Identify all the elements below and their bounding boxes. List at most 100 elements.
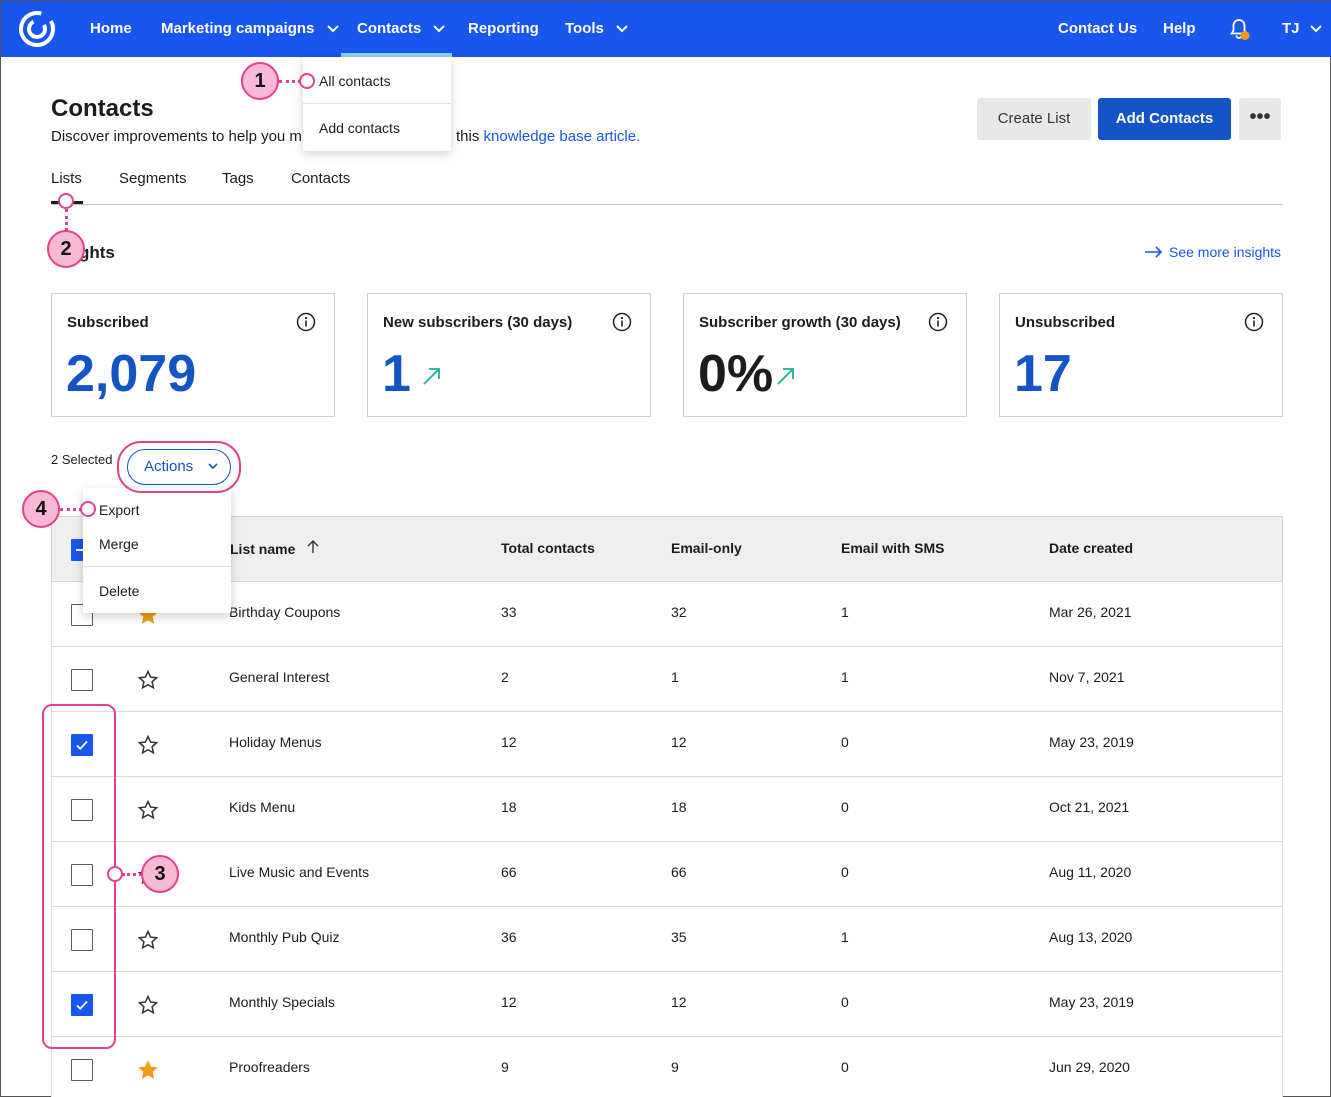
list-name[interactable]: Kids Menu bbox=[229, 799, 296, 815]
page-description-link-text: this knowledge base article. bbox=[456, 128, 641, 145]
email-with-sms-count: 0 bbox=[841, 1059, 849, 1075]
email-with-sms-count: 0 bbox=[841, 864, 849, 880]
list-name[interactable]: Live Music and Events bbox=[229, 864, 370, 880]
table-row[interactable]: Monthly Specials 12 12 0 May 23, 2019 bbox=[51, 972, 1283, 1037]
email-only-count: 35 bbox=[671, 929, 687, 945]
list-name[interactable]: Monthly Specials bbox=[229, 994, 335, 1010]
insights-heading: ghts bbox=[79, 243, 115, 262]
create-list-button[interactable]: Create List bbox=[977, 98, 1091, 140]
notification-bell-icon[interactable] bbox=[1227, 17, 1251, 41]
list-name[interactable]: Proofreaders bbox=[229, 1059, 310, 1075]
table-row[interactable]: Proofreaders 9 9 0 Jun 29, 2020 bbox=[51, 1037, 1283, 1097]
email-with-sms-count: 1 bbox=[841, 669, 849, 685]
list-name[interactable]: Birthday Coupons bbox=[229, 604, 341, 620]
callout-connector bbox=[279, 80, 301, 83]
table-row[interactable]: Birthday Coupons 33 32 1 Mar 26, 2021 bbox=[51, 582, 1283, 647]
star-outline-icon[interactable] bbox=[138, 670, 158, 690]
star-outline-icon[interactable] bbox=[138, 930, 158, 950]
info-icon[interactable] bbox=[1244, 312, 1264, 332]
chevron-down-icon bbox=[326, 25, 339, 33]
info-icon[interactable] bbox=[296, 312, 316, 332]
card-title: Subscriber growth (30 days) bbox=[699, 314, 901, 331]
chevron-down-icon bbox=[433, 25, 446, 33]
row-checkbox[interactable] bbox=[71, 799, 93, 821]
tab-contacts[interactable]: Contacts bbox=[291, 170, 351, 187]
knowledge-base-link[interactable]: knowledge base article. bbox=[483, 128, 641, 145]
row-checkbox[interactable] bbox=[71, 994, 93, 1016]
tab-segments[interactable]: Segments bbox=[119, 170, 187, 187]
actions-button[interactable]: Actions bbox=[127, 449, 231, 485]
menu-item-export[interactable]: Export bbox=[99, 502, 140, 518]
tabs-divider bbox=[51, 204, 1283, 205]
email-only-count: 66 bbox=[671, 864, 687, 880]
email-only-count: 12 bbox=[671, 734, 687, 750]
insight-card-new-subscribers: New subscribers (30 days) 1 bbox=[367, 293, 651, 417]
email-only-count: 18 bbox=[671, 799, 687, 815]
total-contacts: 12 bbox=[501, 994, 517, 1010]
row-checkbox[interactable] bbox=[71, 1059, 93, 1081]
selected-count: 2 Selected bbox=[51, 452, 113, 467]
callout-target-ring bbox=[107, 866, 123, 882]
total-contacts: 18 bbox=[501, 799, 517, 815]
insight-card-subscriber-growth: Subscriber growth (30 days) 0% bbox=[683, 293, 967, 417]
contacts-nav-dropdown: All contacts Add contacts bbox=[303, 57, 451, 151]
row-checkbox[interactable] bbox=[71, 864, 93, 886]
table-row[interactable]: Live Music and Events 66 66 0 Aug 11, 2020 bbox=[51, 842, 1283, 907]
table-row[interactable]: General Interest 2 1 1 Nov 7, 2021 bbox=[51, 647, 1283, 712]
tab-lists[interactable]: Lists bbox=[51, 170, 82, 187]
row-checkbox[interactable] bbox=[71, 929, 93, 951]
more-options-button[interactable]: ••• bbox=[1239, 98, 1281, 140]
total-contacts: 12 bbox=[501, 734, 517, 750]
menu-item-add-contacts[interactable]: Add contacts bbox=[319, 120, 400, 136]
star-outline-icon[interactable] bbox=[138, 995, 158, 1015]
nav-contact-us[interactable]: Contact Us bbox=[1058, 20, 1138, 37]
tab-tags[interactable]: Tags bbox=[222, 170, 254, 187]
info-icon[interactable] bbox=[612, 312, 632, 332]
list-name[interactable]: General Interest bbox=[229, 669, 330, 685]
nav-home[interactable]: Home bbox=[90, 20, 132, 37]
insight-card-unsubscribed: Unsubscribed 17 bbox=[999, 293, 1283, 417]
user-menu[interactable]: TJ bbox=[1282, 1, 1322, 57]
menu-item-merge[interactable]: Merge bbox=[99, 536, 139, 552]
info-icon[interactable] bbox=[928, 312, 948, 332]
table-row[interactable]: Kids Menu 18 18 0 Oct 21, 2021 bbox=[51, 777, 1283, 842]
chevron-down-icon bbox=[208, 463, 218, 470]
card-title: Subscribed bbox=[67, 314, 149, 331]
column-header-email-only[interactable]: Email-only bbox=[671, 540, 742, 556]
table-row[interactable]: Monthly Pub Quiz 36 35 1 Aug 13, 2020 bbox=[51, 907, 1283, 972]
star-outline-icon[interactable] bbox=[138, 800, 158, 820]
checkbox-column-highlight bbox=[42, 704, 116, 1049]
nav-contacts[interactable]: Contacts bbox=[357, 1, 446, 57]
date-created: Jun 29, 2020 bbox=[1049, 1059, 1130, 1075]
email-with-sms-count: 0 bbox=[841, 799, 849, 815]
column-header-date-created[interactable]: Date created bbox=[1049, 540, 1134, 556]
menu-item-all-contacts[interactable]: All contacts bbox=[319, 73, 391, 89]
email-with-sms-count: 1 bbox=[841, 929, 849, 945]
star-outline-icon[interactable] bbox=[138, 735, 158, 755]
menu-divider bbox=[83, 566, 231, 567]
callout-4: 4 bbox=[22, 490, 60, 528]
list-name[interactable]: Monthly Pub Quiz bbox=[229, 929, 340, 945]
column-header-total-contacts[interactable]: Total contacts bbox=[501, 540, 595, 556]
nav-help[interactable]: Help bbox=[1163, 20, 1196, 37]
star-filled-icon[interactable] bbox=[138, 1060, 158, 1080]
list-name[interactable]: Holiday Menus bbox=[229, 734, 322, 750]
constant-contact-logo-icon[interactable] bbox=[17, 9, 57, 49]
nav-reporting[interactable]: Reporting bbox=[468, 20, 539, 37]
nav-tools[interactable]: Tools bbox=[565, 1, 628, 57]
card-value: 17 bbox=[1014, 345, 1072, 403]
chevron-down-icon bbox=[616, 25, 628, 33]
row-checkbox[interactable] bbox=[71, 669, 93, 691]
nav-marketing-campaigns[interactable]: Marketing campaigns bbox=[161, 1, 339, 57]
table-row[interactable]: Holiday Menus 12 12 0 May 23, 2019 bbox=[51, 712, 1283, 777]
card-title: New subscribers (30 days) bbox=[383, 314, 573, 331]
row-checkbox[interactable] bbox=[71, 734, 93, 756]
column-header-list-name[interactable]: List name bbox=[230, 540, 319, 557]
see-more-insights-link[interactable]: See more insights bbox=[1145, 244, 1281, 260]
add-contacts-button[interactable]: Add Contacts bbox=[1098, 98, 1231, 140]
menu-item-delete[interactable]: Delete bbox=[99, 583, 140, 599]
callout-connector bbox=[60, 508, 82, 511]
date-created: Mar 26, 2021 bbox=[1049, 604, 1132, 620]
email-only-count: 12 bbox=[671, 994, 687, 1010]
column-header-email-with-sms[interactable]: Email with SMS bbox=[841, 540, 945, 556]
